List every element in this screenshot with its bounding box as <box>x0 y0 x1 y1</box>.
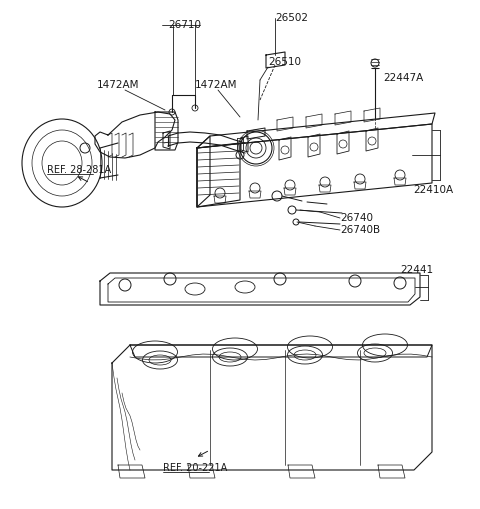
Text: REF. 28-281A: REF. 28-281A <box>47 165 111 175</box>
Text: REF. 20-221A: REF. 20-221A <box>163 463 227 473</box>
Text: 22410A: 22410A <box>413 185 453 195</box>
Text: 22447A: 22447A <box>383 73 423 83</box>
Text: 26502: 26502 <box>276 13 309 23</box>
Text: 26740B: 26740B <box>340 225 380 235</box>
Text: 26740: 26740 <box>340 213 373 223</box>
Text: 1472AM: 1472AM <box>195 80 238 90</box>
Text: 26710: 26710 <box>168 20 202 30</box>
Text: 22441: 22441 <box>400 265 433 275</box>
Text: 1472AM: 1472AM <box>97 80 140 90</box>
Text: 26510: 26510 <box>268 57 301 67</box>
